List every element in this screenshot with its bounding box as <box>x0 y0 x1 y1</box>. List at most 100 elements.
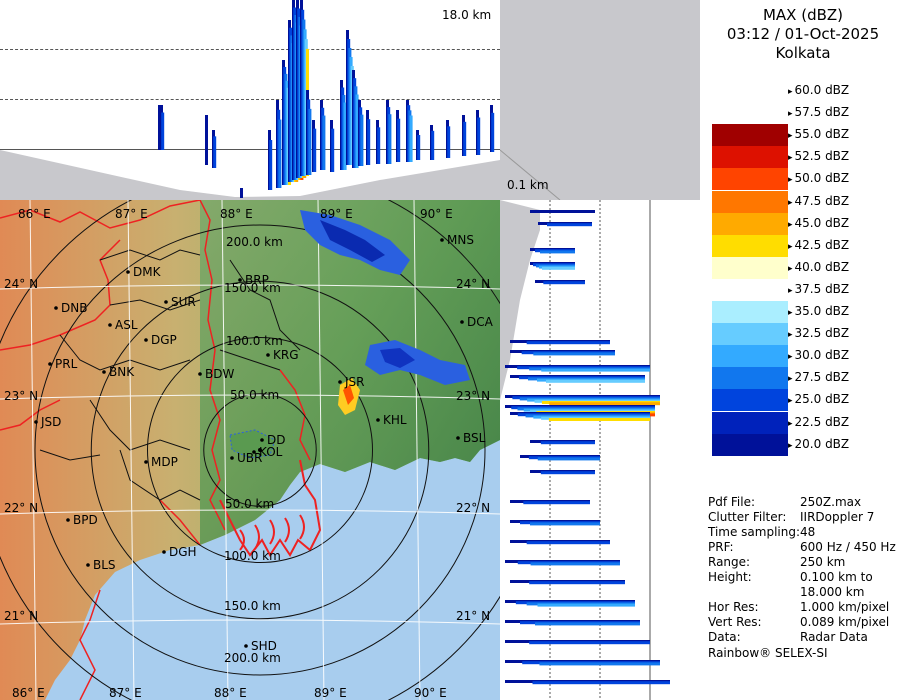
city-marker <box>144 338 148 342</box>
echo-row <box>547 223 592 227</box>
latitude-label: 23° N <box>456 389 490 403</box>
echo-row <box>530 522 600 526</box>
range-ring-label: 50.0 km <box>225 497 274 511</box>
scale-swatch <box>712 433 788 456</box>
city-label: UBR <box>237 451 262 465</box>
scale-swatch <box>712 102 788 125</box>
city-label: KOL <box>259 445 283 459</box>
longitude-height-panel <box>0 0 500 200</box>
scale-swatch <box>712 124 788 147</box>
echo-row <box>530 210 595 213</box>
city-label: SHD <box>251 639 277 653</box>
city-label: JSD <box>40 415 61 429</box>
scale-label: 55.0 dBZ <box>788 127 850 141</box>
map-canvas: 50.0 km 100.0 km 150.0 km 200.0 km 50.0 km 10… <box>0 200 500 700</box>
delta-land <box>200 200 500 545</box>
height-gridline <box>0 49 500 50</box>
info-value: 250 km <box>800 555 846 569</box>
scale-swatch <box>712 80 788 102</box>
city-label: BPD <box>73 513 98 527</box>
scale-swatch <box>712 411 788 434</box>
radar-site <box>258 448 262 452</box>
echo-row <box>543 281 585 285</box>
scale-swatch <box>712 168 788 191</box>
city-label: SUR <box>171 295 196 309</box>
city-marker <box>230 456 234 460</box>
scale-swatch <box>712 278 788 301</box>
echo-row <box>546 379 645 383</box>
echo-column <box>355 94 359 168</box>
latitude-label: 22° N <box>4 501 38 515</box>
parallel-line <box>0 619 500 625</box>
latitude-label: 24° N <box>4 277 38 291</box>
city-marker <box>48 362 52 366</box>
echo-column <box>447 126 451 158</box>
scale-label: 52.5 dBZ <box>788 149 850 163</box>
district-borders <box>39 249 301 501</box>
info-value: Radar Data <box>800 630 868 644</box>
echo-row <box>537 603 635 607</box>
meridian-line <box>221 200 229 700</box>
city-label: BNK <box>109 365 135 379</box>
echo-row <box>540 250 575 254</box>
terrain-shadow <box>0 150 500 200</box>
range-ring-label: 200.0 km <box>224 651 281 665</box>
longitude-label: 90° E <box>420 207 453 221</box>
echo-row <box>532 681 670 685</box>
longitude-height-profile <box>0 0 500 200</box>
info-value: 0.100 km to 18.000 km <box>800 570 873 599</box>
scale-label: 32.5 dBZ <box>788 326 850 340</box>
echo-column <box>397 118 401 162</box>
city-marker <box>252 450 256 454</box>
scale-label: 27.5 dBZ <box>788 370 850 384</box>
echo-row <box>529 641 650 645</box>
range-ring <box>203 393 317 507</box>
city-label: BLS <box>93 558 116 572</box>
longitude-label: 87° E <box>115 207 148 221</box>
scale-label: 47.5 dBZ <box>788 194 850 208</box>
bottom-height-label: 0.1 km <box>507 178 549 192</box>
info-key: Range: <box>708 555 751 569</box>
scale-label: 20.0 dBZ <box>788 437 850 451</box>
echo-column <box>477 117 481 155</box>
info-key: Data: <box>708 630 741 644</box>
longitude-label: 88° E <box>214 686 247 700</box>
height-gridline <box>0 149 500 150</box>
timestamp: 03:12 / 01-Oct-2025 <box>726 25 880 43</box>
echo-row <box>526 341 610 345</box>
parallel-line <box>0 394 500 400</box>
city-label: DNB <box>61 301 87 315</box>
city-marker <box>238 278 242 282</box>
city-label: DGP <box>151 333 177 347</box>
latitude-label: 22° N <box>456 501 490 515</box>
latitude-label: 21° N <box>456 609 490 623</box>
meridian-line <box>127 200 135 700</box>
range-ring-label: 150.0 km <box>224 281 281 295</box>
echo-column <box>322 115 326 170</box>
scale-label: 45.0 dBZ <box>788 216 850 230</box>
scale-label: 25.0 dBZ <box>788 392 850 406</box>
echo-column <box>240 188 243 198</box>
longitude-label: 86° E <box>18 207 51 221</box>
range-ring <box>34 224 486 676</box>
scale-label: 37.5 dBZ <box>788 282 850 296</box>
info-key: Height: <box>708 570 752 584</box>
scale-swatch <box>712 146 788 169</box>
echo-column <box>213 136 217 168</box>
legend-panel: MAX (dBZ) 03:12 / 01-Oct-2025 Kolkata 60… <box>700 0 906 700</box>
range-ring-label: 200.0 km <box>226 235 283 249</box>
info-value: 0.089 km/pixel <box>800 615 890 629</box>
city-label: PRL <box>55 357 78 371</box>
info-value: IIRDoppler 7 <box>800 510 875 524</box>
city-label: ASL <box>115 318 138 332</box>
city-marker <box>66 518 70 522</box>
meridian-line <box>29 200 37 700</box>
city-marker <box>34 420 38 424</box>
city-marker <box>108 323 112 327</box>
scale-label: 22.5 dBZ <box>788 415 850 429</box>
meridian-line <box>413 200 421 700</box>
state-borders <box>0 200 311 700</box>
scale-label: 40.0 dBZ <box>788 260 850 274</box>
longitude-label: 89° E <box>320 207 353 221</box>
city-marker <box>260 438 264 442</box>
